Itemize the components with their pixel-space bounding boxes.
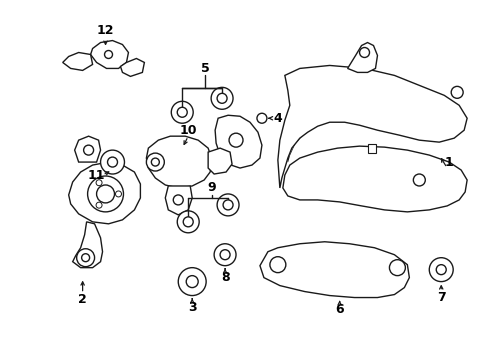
Text: 8: 8 [220,271,229,284]
Circle shape [151,158,159,166]
Polygon shape [62,53,92,71]
Circle shape [173,195,183,205]
Circle shape [83,145,93,155]
Text: 3: 3 [187,301,196,314]
Circle shape [81,254,89,262]
Circle shape [177,107,187,117]
Circle shape [115,191,121,197]
Circle shape [104,50,112,58]
Polygon shape [260,242,408,298]
Circle shape [435,265,446,275]
Bar [367,144,376,153]
Text: 4: 4 [273,112,282,125]
Text: 1: 1 [444,156,453,168]
Circle shape [101,150,124,174]
Circle shape [217,194,239,216]
Polygon shape [75,136,101,162]
Circle shape [146,153,164,171]
Circle shape [228,133,243,147]
Circle shape [178,268,206,296]
Polygon shape [90,41,128,68]
Text: 12: 12 [97,24,114,37]
Circle shape [388,260,405,276]
Circle shape [96,185,114,203]
Circle shape [211,87,233,109]
Circle shape [107,157,117,167]
Polygon shape [282,146,466,212]
Text: 6: 6 [335,303,343,316]
Circle shape [428,258,452,282]
Circle shape [256,113,266,123]
Circle shape [412,174,425,186]
Polygon shape [165,186,192,215]
Text: 10: 10 [179,124,197,137]
Polygon shape [208,148,232,174]
Circle shape [171,101,193,123]
Circle shape [214,244,236,266]
Polygon shape [120,58,144,76]
Circle shape [223,200,233,210]
Text: 5: 5 [201,62,209,75]
Circle shape [96,202,102,208]
Circle shape [269,257,285,273]
Text: 2: 2 [78,293,87,306]
Text: 7: 7 [436,291,445,304]
Circle shape [177,211,199,233]
Circle shape [217,93,226,103]
Polygon shape [347,42,377,72]
Circle shape [220,250,229,260]
Polygon shape [277,66,466,188]
Circle shape [450,86,462,98]
Circle shape [87,176,123,212]
Circle shape [96,180,102,186]
Text: 11: 11 [88,168,105,181]
Circle shape [186,276,198,288]
Polygon shape [73,222,102,268]
Polygon shape [146,136,212,188]
Polygon shape [68,162,140,224]
Polygon shape [287,73,460,162]
Circle shape [359,48,369,58]
Circle shape [183,217,193,227]
Circle shape [77,249,94,267]
Polygon shape [215,115,262,168]
Text: 9: 9 [207,181,216,194]
